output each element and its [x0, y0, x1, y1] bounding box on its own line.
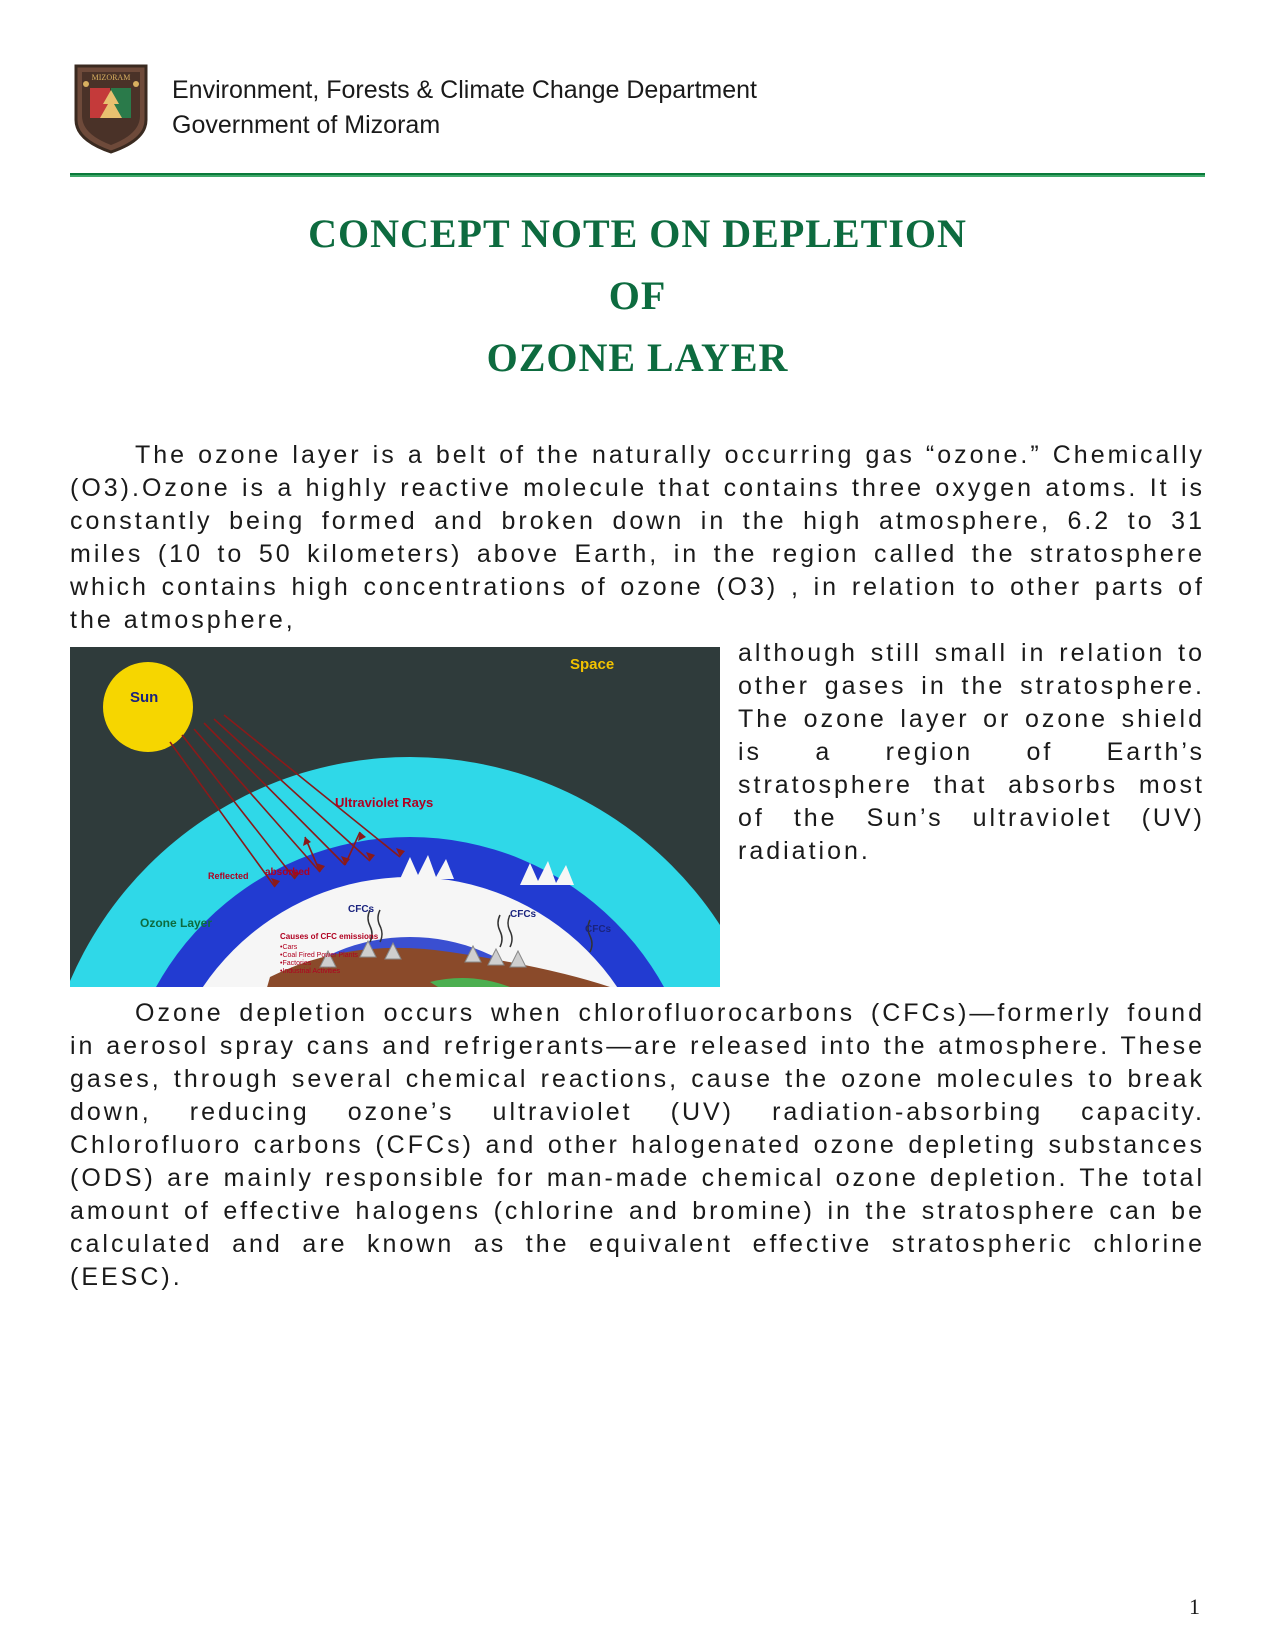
- label-cause-3: •Industrial Activities: [280, 968, 341, 975]
- dept-line-1: Environment, Forests & Climate Change De…: [172, 76, 757, 105]
- title-line-1: CONCEPT NOTE ON DEPLETION: [70, 203, 1205, 265]
- title-line-2: OF: [70, 265, 1205, 327]
- label-cfc-1: CFCs: [348, 904, 375, 915]
- label-cause-0: •Cars: [280, 944, 298, 951]
- label-uv: Ultraviolet Rays: [335, 795, 433, 810]
- label-sun: Sun: [130, 689, 158, 706]
- label-cfc-2: CFCs: [510, 909, 537, 920]
- label-cfc-3: CFCs: [585, 924, 612, 935]
- ozone-diagram: Space Sun Ultraviolet Rays Ozone Layer a…: [70, 647, 720, 987]
- wrap-section: Space Sun Ultraviolet Rays Ozone Layer a…: [70, 637, 1205, 868]
- title-line-3: OZONE LAYER: [70, 327, 1205, 389]
- label-ozone: Ozone Layer: [140, 916, 212, 930]
- svg-text:MIZORAM: MIZORAM: [92, 73, 131, 82]
- document-title: CONCEPT NOTE ON DEPLETION OF OZONE LAYER: [70, 203, 1205, 389]
- dept-line-2: Government of Mizoram: [172, 111, 757, 140]
- label-cause-2: •Factories: [280, 960, 312, 967]
- body-paragraph-3: Ozone depletion occurs when chlorofluoro…: [70, 997, 1205, 1294]
- label-causes-title: Causes of CFC emissions: [280, 932, 379, 941]
- dept-logo: MIZORAM: [70, 60, 152, 155]
- page-header: MIZORAM Environment, Forests & Climate C…: [70, 60, 1205, 155]
- label-space: Space: [570, 656, 614, 673]
- body-paragraph-1: The ozone layer is a belt of the natural…: [70, 439, 1205, 637]
- page-number: 1: [1189, 1594, 1200, 1620]
- label-reflected: Reflected: [208, 871, 249, 881]
- label-cause-1: •Coal Fired Power Plants: [280, 952, 358, 959]
- dept-text: Environment, Forests & Climate Change De…: [172, 76, 757, 140]
- header-rule: [70, 173, 1205, 177]
- label-absorbed: absorbed: [265, 867, 310, 878]
